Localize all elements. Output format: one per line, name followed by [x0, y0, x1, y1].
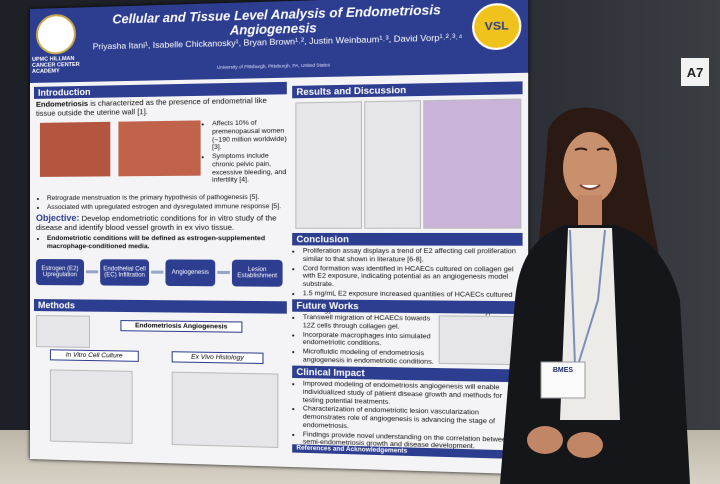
hand — [527, 426, 563, 454]
smile — [579, 184, 601, 190]
hand — [567, 432, 603, 458]
neck — [578, 195, 602, 225]
name-badge — [540, 361, 586, 399]
booth-sign: A7 — [681, 58, 709, 86]
lanyard — [569, 229, 606, 366]
face — [563, 132, 617, 204]
eyebrows — [574, 147, 610, 151]
badge-text: BMES — [553, 367, 574, 374]
